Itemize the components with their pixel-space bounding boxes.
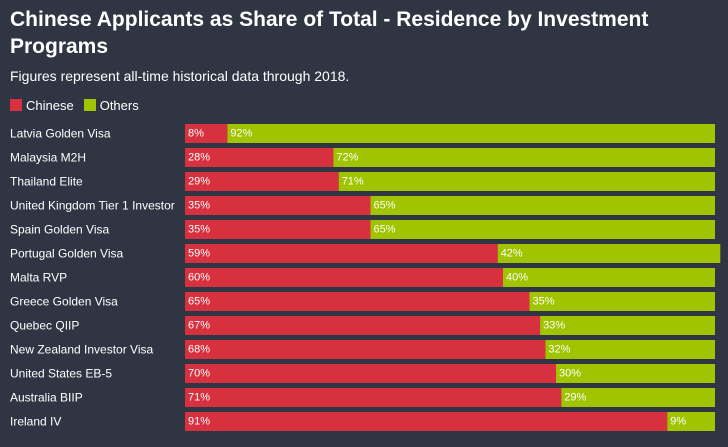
bar-row: Ireland IV 91% 9%	[10, 412, 715, 431]
bar-others[interactable]	[561, 388, 715, 407]
category-label: Thailand Elite	[10, 175, 83, 189]
bar-others[interactable]	[338, 172, 715, 191]
data-label-others: 92%	[230, 128, 252, 140]
bar-others[interactable]	[540, 316, 715, 335]
category-label: Ireland IV	[10, 415, 61, 429]
bar-chinese[interactable]	[185, 388, 562, 407]
legend-label-chinese: Chinese	[26, 97, 74, 113]
category-label: Greece Golden Visa	[10, 295, 118, 309]
bar-chinese[interactable]	[185, 268, 503, 287]
legend-swatch-chinese	[10, 99, 22, 111]
category-label: United States EB-5	[10, 367, 112, 381]
bar-chinese[interactable]	[185, 148, 334, 167]
bar-row: Portugal Golden Visa 59% 42%	[10, 244, 721, 263]
category-label: New Zealand Investor Visa	[10, 343, 154, 357]
data-label-others: 42%	[501, 248, 523, 260]
bar-chinese[interactable]	[185, 316, 541, 335]
bar-chinese[interactable]	[185, 124, 228, 143]
data-label-chinese: 60%	[188, 272, 210, 284]
bar-row: Australia BIIP 71% 29%	[10, 388, 715, 407]
data-label-others: 72%	[336, 152, 358, 164]
bar-chinese[interactable]	[185, 196, 371, 215]
data-label-chinese: 91%	[188, 416, 210, 428]
bar-chinese[interactable]	[185, 220, 371, 239]
category-label: Portugal Golden Visa	[10, 247, 124, 261]
legend: Chinese Others	[10, 96, 149, 114]
legend-label-others: Others	[99, 97, 139, 113]
bar-row: Greece Golden Visa 65% 35%	[10, 292, 715, 311]
bar-row: Thailand Elite 29% 71%	[10, 172, 715, 191]
legend-item-others[interactable]: Others	[83, 97, 139, 113]
bar-chinese[interactable]	[185, 244, 498, 263]
bar-others[interactable]	[545, 340, 715, 359]
category-label: Spain Golden Visa	[10, 223, 110, 237]
bar-row: Spain Golden Visa 35% 65%	[10, 220, 715, 239]
data-label-others: 35%	[533, 296, 555, 308]
legend-item-chinese[interactable]: Chinese	[10, 98, 74, 113]
bar-chinese[interactable]	[185, 412, 668, 431]
chart-title: Chinese Applicants as Share of Total - R…	[10, 8, 649, 58]
data-label-chinese: 29%	[188, 176, 210, 188]
bar-row: United States EB-5 70% 30%	[10, 364, 715, 383]
data-label-others: 33%	[543, 320, 565, 332]
data-label-chinese: 70%	[188, 368, 210, 380]
legend-swatch-others	[83, 99, 96, 111]
chart-subtitle: Figures represent all-time historical da…	[10, 68, 350, 84]
data-label-chinese: 28%	[188, 152, 210, 164]
bar-chinese[interactable]	[185, 364, 556, 383]
bar-others[interactable]	[529, 292, 716, 311]
bar-others[interactable]	[227, 124, 715, 143]
category-label: United Kingdom Tier 1 Investor	[10, 199, 175, 213]
bar-others[interactable]	[503, 268, 715, 287]
bar-row: Latvia Golden Visa 8% 92%	[10, 124, 715, 143]
bar-others[interactable]	[333, 148, 715, 167]
category-label: Malta RVP	[10, 271, 67, 285]
data-label-others: 9%	[670, 416, 686, 428]
data-label-others: 30%	[559, 368, 581, 380]
data-label-chinese: 68%	[188, 344, 210, 356]
data-label-others: 65%	[374, 224, 396, 236]
bar-chinese[interactable]	[185, 340, 546, 359]
data-label-chinese: 8%	[188, 128, 204, 140]
data-label-chinese: 71%	[188, 392, 210, 404]
bar-chart: Latvia Golden Visa 8% 92% Malaysia M2H 28% 72…	[10, 124, 721, 431]
data-label-chinese: 35%	[188, 200, 210, 212]
bar-others[interactable]	[497, 244, 721, 263]
bar-chinese[interactable]	[185, 292, 530, 311]
bar-others[interactable]	[370, 196, 716, 215]
bar-row: Malta RVP 60% 40%	[10, 268, 715, 287]
category-label: Malaysia M2H	[10, 151, 86, 165]
data-label-others: 65%	[374, 200, 396, 212]
data-label-others: 32%	[548, 344, 570, 356]
category-label: Latvia Golden Visa	[10, 127, 111, 141]
data-label-others: 71%	[342, 176, 364, 188]
bar-row: Quebec QIIP 67% 33%	[10, 316, 715, 335]
bar-others[interactable]	[370, 220, 716, 239]
category-label: Australia BIIP	[10, 391, 83, 405]
data-label-chinese: 59%	[188, 248, 210, 260]
data-label-chinese: 35%	[188, 224, 210, 236]
bar-row: Malaysia M2H 28% 72%	[10, 148, 715, 167]
bar-others[interactable]	[667, 412, 715, 431]
data-label-chinese: 67%	[188, 320, 210, 332]
data-label-others: 40%	[506, 272, 528, 284]
category-label: Quebec QIIP	[10, 319, 79, 333]
data-label-others: 29%	[564, 392, 586, 404]
bar-row: United Kingdom Tier 1 Investor 35% 65%	[10, 196, 715, 215]
bar-chinese[interactable]	[185, 172, 339, 191]
bar-others[interactable]	[556, 364, 715, 383]
data-label-chinese: 65%	[188, 296, 210, 308]
bar-row: New Zealand Investor Visa 68% 32%	[10, 340, 715, 359]
